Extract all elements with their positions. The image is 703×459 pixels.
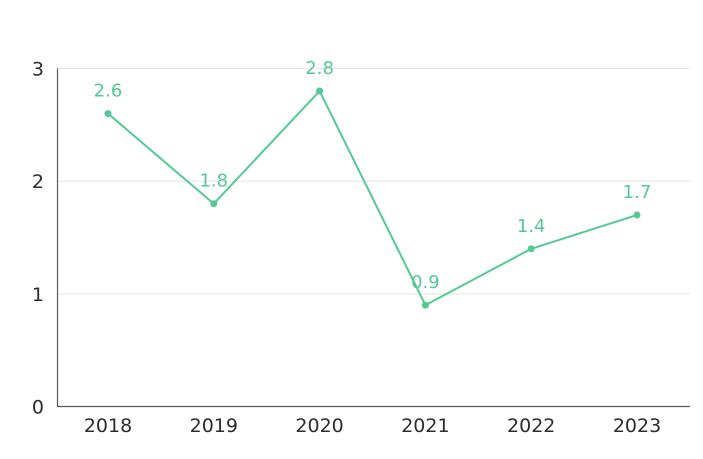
data-label-2023: 1.7	[623, 182, 652, 203]
data-point-2020	[316, 87, 324, 95]
data-point-2018	[104, 110, 112, 118]
x-tick-label-2021: 2021	[401, 415, 449, 437]
data-label-2022: 1.4	[517, 216, 546, 237]
y-tick-label-2: 2	[32, 171, 44, 193]
data-label-2020: 2.8	[305, 58, 334, 79]
data-label-2018: 2.6	[94, 81, 123, 102]
x-tick-label-2020: 2020	[295, 415, 343, 437]
data-point-2019	[210, 200, 218, 208]
y-tick-label-3: 3	[32, 59, 44, 81]
data-label-2021: 0.9	[411, 272, 440, 293]
data-point-2023	[633, 211, 641, 219]
data-point-2022	[527, 245, 535, 253]
y-tick-label-1: 1	[32, 284, 44, 306]
x-tick-label-2023: 2023	[613, 415, 661, 437]
x-tick-label-2018: 2018	[84, 415, 132, 437]
x-tick-label-2022: 2022	[507, 415, 555, 437]
data-label-2019: 1.8	[199, 171, 228, 192]
data-point-2021	[421, 301, 429, 309]
series-line	[107, 90, 638, 307]
y-tick-label-0: 0	[32, 397, 44, 419]
x-tick-label-2019: 2019	[190, 415, 238, 437]
